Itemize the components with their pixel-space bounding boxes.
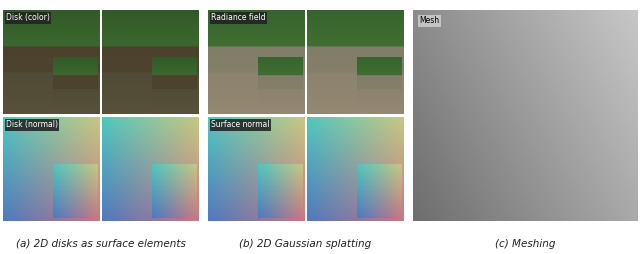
Text: Disk (normal): Disk (normal) [6, 120, 58, 129]
Text: Surface normal: Surface normal [211, 120, 269, 129]
Text: (c) Meshing: (c) Meshing [495, 239, 555, 249]
Text: Disk (color): Disk (color) [6, 13, 50, 22]
Text: Radiance field: Radiance field [211, 13, 266, 22]
Text: (b) 2D Gaussian splatting: (b) 2D Gaussian splatting [239, 239, 372, 249]
Text: Mesh: Mesh [420, 17, 440, 25]
Text: (a) 2D disks as surface elements: (a) 2D disks as surface elements [16, 239, 186, 249]
